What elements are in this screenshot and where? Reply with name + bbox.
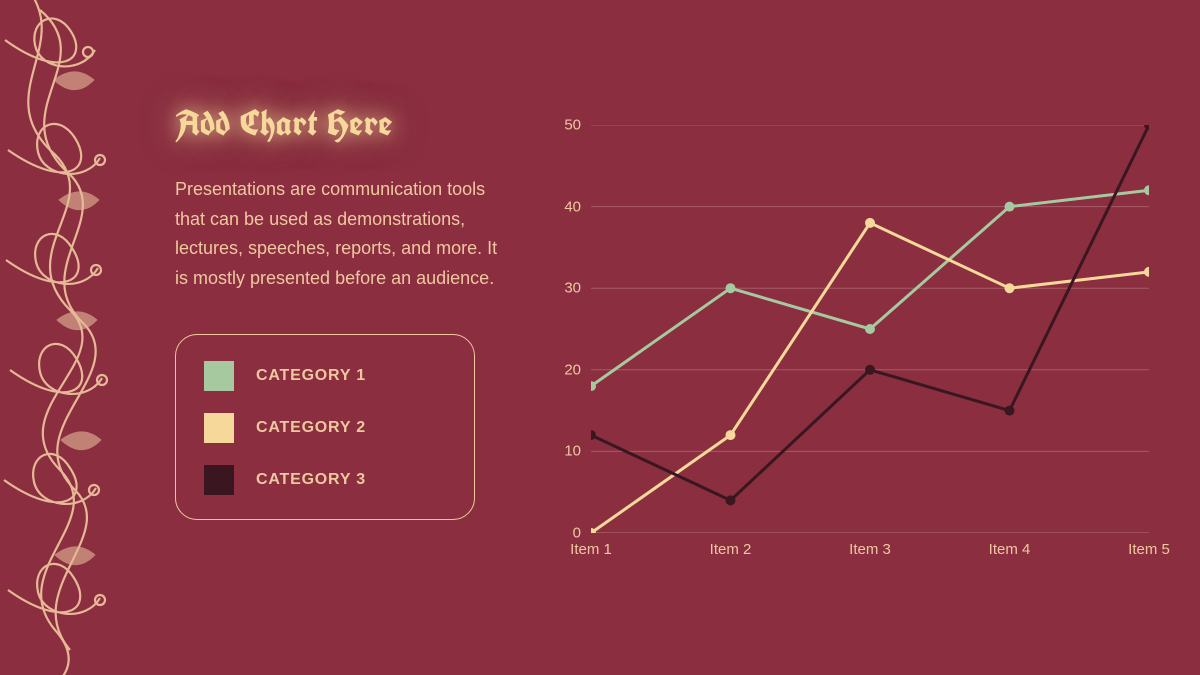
- legend-item: CATEGORY 1: [204, 361, 446, 391]
- y-tick-label: 50: [551, 117, 591, 134]
- chart-canvas: [591, 125, 1149, 533]
- line-chart: 01020304050Item 1Item 2Item 3Item 4Item …: [545, 115, 1165, 575]
- y-tick-label: 30: [551, 280, 591, 297]
- legend-item: CATEGORY 3: [204, 465, 446, 495]
- x-tick-label: Item 3: [849, 533, 891, 558]
- legend-label-2: CATEGORY 2: [256, 419, 366, 437]
- x-tick-label: Item 1: [570, 533, 612, 558]
- legend-label-1: CATEGORY 1: [256, 367, 366, 385]
- legend-item: CATEGORY 2: [204, 413, 446, 443]
- x-tick-label: Item 5: [1128, 533, 1170, 558]
- slide-body-text: Presentations are communication tools th…: [175, 175, 515, 294]
- slide-title: Add Chart Here: [175, 100, 515, 147]
- x-tick-label: Item 4: [989, 533, 1031, 558]
- legend-swatch-2: [204, 413, 234, 443]
- y-tick-label: 40: [551, 198, 591, 215]
- ornament-decoration: [0, 0, 130, 675]
- y-tick-label: 20: [551, 361, 591, 378]
- legend-swatch-1: [204, 361, 234, 391]
- legend-label-3: CATEGORY 3: [256, 471, 366, 489]
- legend-box: CATEGORY 1 CATEGORY 2 CATEGORY 3: [175, 334, 475, 520]
- legend-swatch-3: [204, 465, 234, 495]
- y-tick-label: 10: [551, 443, 591, 460]
- x-tick-label: Item 2: [710, 533, 752, 558]
